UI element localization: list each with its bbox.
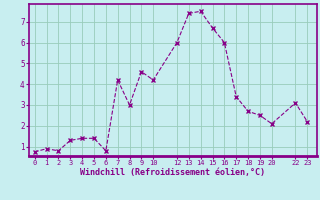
X-axis label: Windchill (Refroidissement éolien,°C): Windchill (Refroidissement éolien,°C) xyxy=(80,168,265,177)
